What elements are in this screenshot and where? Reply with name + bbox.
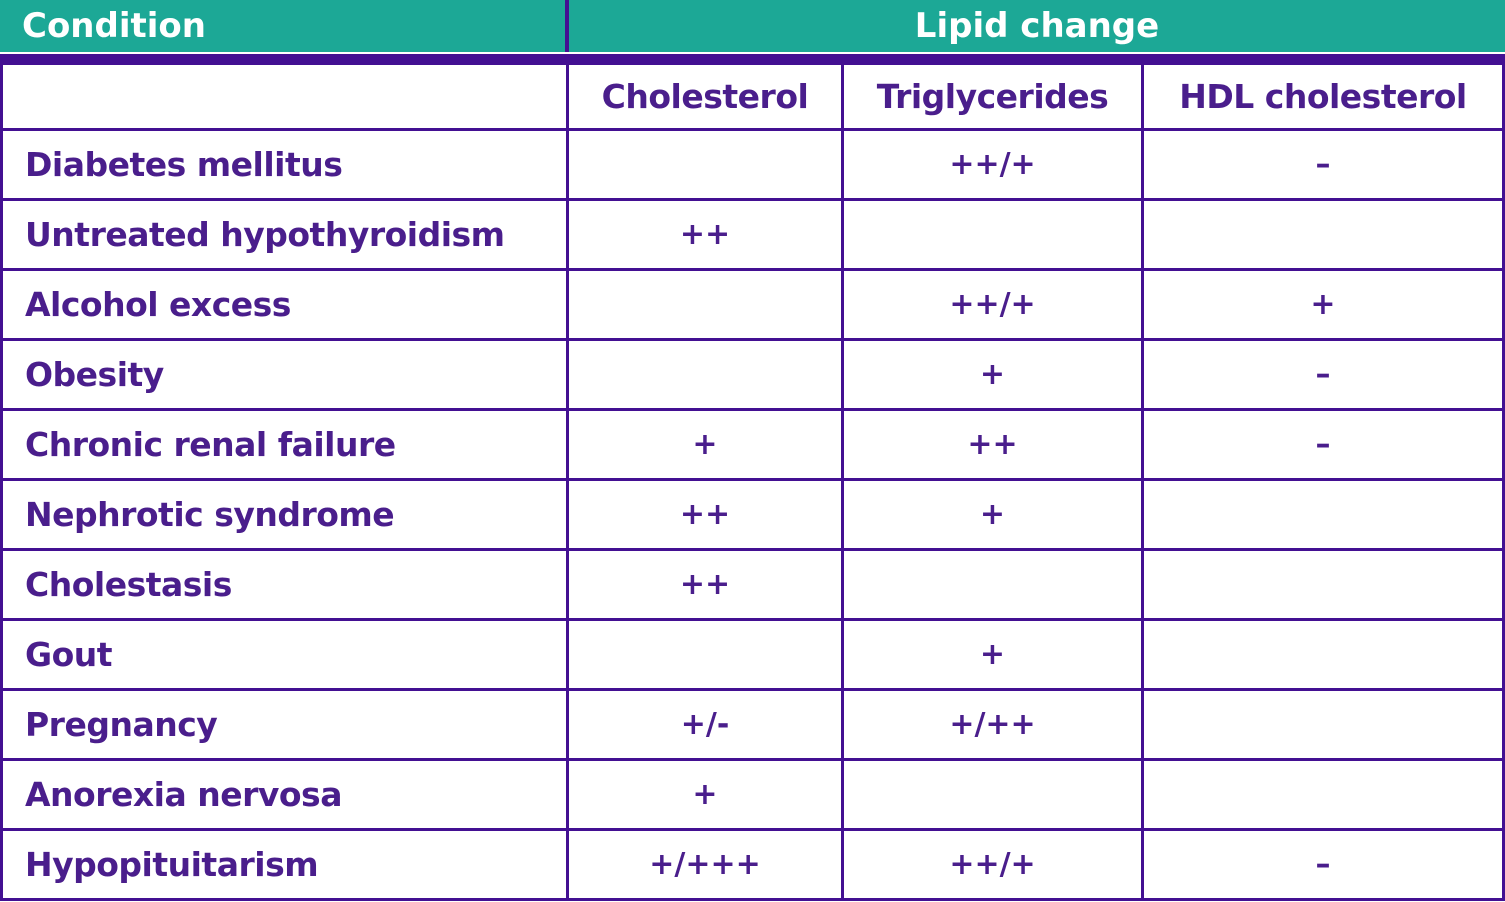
cholesterol-value-cell: ++: [569, 551, 844, 621]
lipid-change-header-cell: Lipid change: [914, 6, 1160, 46]
condition-cell: Gout: [3, 621, 569, 691]
table-row: Obesity + –: [3, 341, 1502, 411]
condition-cell: Chronic renal failure: [3, 411, 569, 481]
hdl-column-header: HDL cholesterol: [1144, 65, 1502, 131]
hdl-value-cell: –: [1144, 411, 1502, 481]
triglycerides-value-cell: [844, 761, 1144, 831]
triglycerides-value-cell: [844, 551, 1144, 621]
table-row: Untreated hypothyroidism ++: [3, 201, 1502, 271]
cholesterol-value-cell: ++: [569, 201, 844, 271]
cholesterol-value-cell: +/+++: [569, 831, 844, 901]
table-row: Chronic renal failure + ++ –: [3, 411, 1502, 481]
hdl-value-cell: [1144, 761, 1502, 831]
triglycerides-column-header: Triglycerides: [844, 65, 1144, 131]
table-row: Anorexia nervosa +: [3, 761, 1502, 831]
table-row: Hypopituitarism +/+++ ++/+ –: [3, 831, 1502, 901]
hdl-value-cell: [1144, 201, 1502, 271]
hdl-value-cell: [1144, 621, 1502, 691]
triglycerides-value-cell: +/++: [844, 691, 1144, 761]
cholesterol-value-cell: ++: [569, 481, 844, 551]
condition-cell: Untreated hypothyroidism: [3, 201, 569, 271]
subheader-row: Cholesterol Triglycerides HDL cholestero…: [3, 65, 1502, 131]
cholesterol-value-cell: +: [569, 411, 844, 481]
cholesterol-value-cell: [569, 341, 844, 411]
hdl-value-cell: –: [1144, 131, 1502, 201]
condition-cell: Alcohol excess: [3, 271, 569, 341]
triglycerides-value-cell: +: [844, 341, 1144, 411]
table-row: Diabetes mellitus ++/+ –: [3, 131, 1502, 201]
condition-cell: Hypopituitarism: [3, 831, 569, 901]
hdl-value-cell: [1144, 551, 1502, 621]
table-row: Pregnancy +/- +/++: [3, 691, 1502, 761]
condition-cell: Obesity: [3, 341, 569, 411]
triglycerides-value-cell: +: [844, 621, 1144, 691]
cholesterol-value-cell: [569, 271, 844, 341]
condition-cell: Anorexia nervosa: [3, 761, 569, 831]
triglycerides-value-cell: +: [844, 481, 1144, 551]
condition-cell: Cholestasis: [3, 551, 569, 621]
triglycerides-value-cell: ++: [844, 411, 1144, 481]
condition-cell: Nephrotic syndrome: [3, 481, 569, 551]
cholesterol-value-cell: [569, 621, 844, 691]
table-header-row: Condition Lipid change: [0, 0, 1505, 52]
cholesterol-value-cell: +: [569, 761, 844, 831]
table-row: Nephrotic syndrome ++ +: [3, 481, 1502, 551]
triglycerides-value-cell: ++/+: [844, 271, 1144, 341]
table-row: Gout +: [3, 621, 1502, 691]
table-row: Alcohol excess ++/+ +: [3, 271, 1502, 341]
cholesterol-value-cell: +/-: [569, 691, 844, 761]
header-divider-band: [0, 54, 1505, 65]
condition-header-cell: Condition: [0, 0, 569, 52]
triglycerides-value-cell: ++/+: [844, 831, 1144, 901]
cholesterol-value-cell: [569, 131, 844, 201]
hdl-value-cell: –: [1144, 831, 1502, 901]
hdl-value-cell: [1144, 691, 1502, 761]
hdl-value-cell: –: [1144, 341, 1502, 411]
hdl-value-cell: +: [1144, 271, 1502, 341]
condition-cell: Pregnancy: [3, 691, 569, 761]
condition-cell: Diabetes mellitus: [3, 131, 569, 201]
table-body: Cholesterol Triglycerides HDL cholestero…: [0, 65, 1505, 901]
hdl-value-cell: [1144, 481, 1502, 551]
triglycerides-value-cell: ++/+: [844, 131, 1144, 201]
triglycerides-value-cell: [844, 201, 1144, 271]
table-row: Cholestasis ++: [3, 551, 1502, 621]
cholesterol-column-header: Cholesterol: [569, 65, 844, 131]
empty-subheader-cell: [3, 65, 569, 131]
